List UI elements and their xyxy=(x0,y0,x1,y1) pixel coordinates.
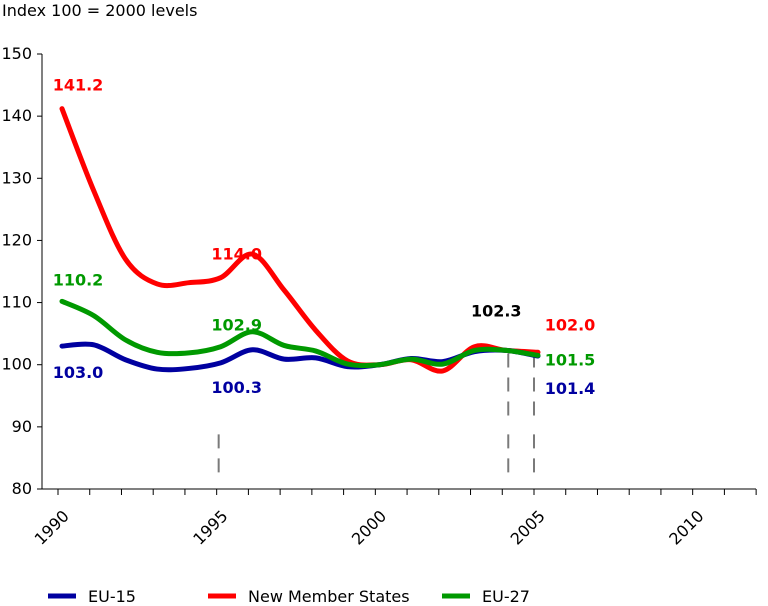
y-tick-label: 90 xyxy=(12,417,32,436)
y-tick-label: 80 xyxy=(12,479,32,498)
axes: 80 90 100 110 120 130 140 150 1990 1995 2000 2005 20… xyxy=(1,44,757,549)
data-label: 141.2 xyxy=(53,76,104,95)
chart-subtitle: Index 100 = 2000 levels xyxy=(2,1,197,20)
series-line-eu-27 xyxy=(59,298,541,369)
legend-label: New Member States xyxy=(248,587,410,606)
x-tick-label: 2000 xyxy=(348,506,390,548)
data-label: 110.2 xyxy=(53,270,104,289)
x-tick-label: 1995 xyxy=(189,506,231,548)
data-label: 100.3 xyxy=(211,378,262,397)
y-tick-label: 130 xyxy=(1,168,32,187)
y-tick-label: 140 xyxy=(1,106,32,125)
y-tick-label: 110 xyxy=(1,293,32,312)
y-tick-label: 120 xyxy=(1,230,32,249)
data-labels: 141.2 114.0 110.2 102.9 103.0 100.3 102.3 102.0… xyxy=(53,76,596,398)
y-tick-label: 100 xyxy=(1,355,32,374)
x-tick-label: 2010 xyxy=(665,506,707,548)
series-line-new-member-states xyxy=(59,106,541,374)
x-tick-label: 1990 xyxy=(31,506,73,548)
data-label: 101.4 xyxy=(545,379,596,398)
data-label: 102.9 xyxy=(211,316,262,335)
legend-label: EU-15 xyxy=(88,587,136,606)
y-tick-label: 150 xyxy=(1,44,32,63)
data-label: 101.5 xyxy=(545,350,596,369)
data-label: 103.0 xyxy=(53,363,104,382)
data-label: 102.0 xyxy=(545,315,596,334)
legend: EU-15 New Member States EU-27 xyxy=(48,587,530,606)
reference-lines xyxy=(217,353,535,482)
data-label: 114.0 xyxy=(211,245,262,264)
data-label: 102.3 xyxy=(471,301,522,320)
x-tick-label: 2005 xyxy=(507,506,549,548)
series-lines xyxy=(59,106,541,374)
legend-label: EU-27 xyxy=(482,587,530,606)
